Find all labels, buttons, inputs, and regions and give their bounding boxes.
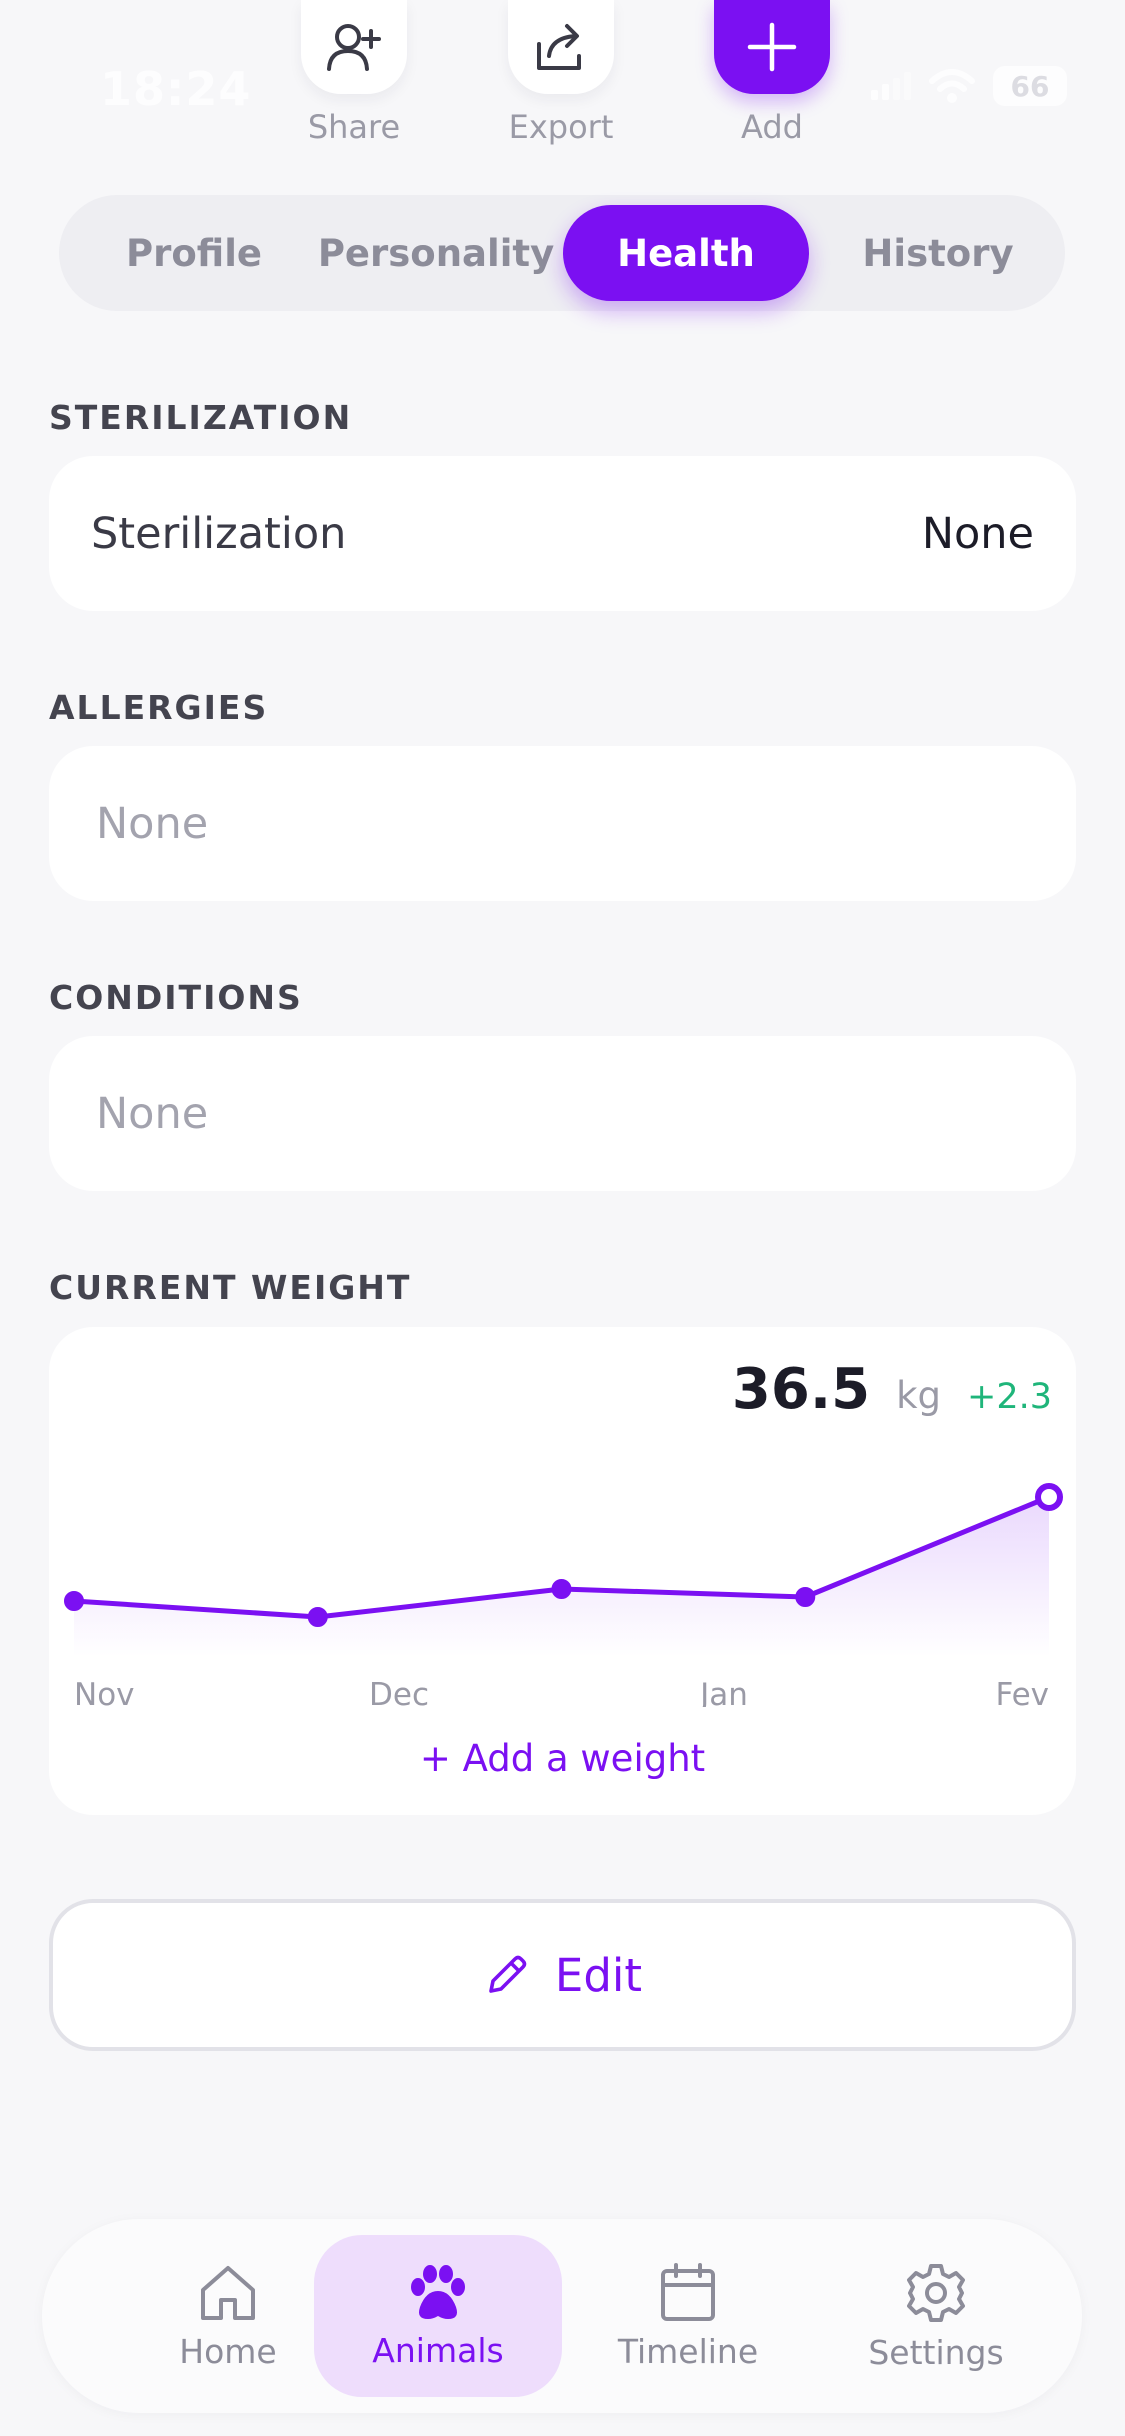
- x-tick-label: Jan: [698, 1677, 748, 1707]
- gear-icon: [907, 2263, 965, 2322]
- export-button[interactable]: [508, 0, 614, 94]
- export-action[interactable]: Export: [481, 0, 641, 150]
- plus-icon: [747, 22, 797, 72]
- nav-settings[interactable]: Settings: [812, 2235, 1060, 2397]
- weight-point: [307, 1607, 328, 1627]
- nav-settings-label: Settings: [868, 2332, 1004, 2372]
- allergies-value: None: [96, 798, 209, 849]
- calendar-icon: [661, 2262, 715, 2321]
- weight-point: [1035, 1483, 1063, 1511]
- weight-value: 36.5: [731, 1357, 871, 1422]
- export-icon: [537, 24, 581, 70]
- share-action[interactable]: Share: [274, 0, 434, 150]
- battery-indicator: 66: [993, 66, 1067, 106]
- weight-change: +2.3: [967, 1377, 1052, 1417]
- weight-point: [64, 1591, 84, 1611]
- nav-animals-label: Animals: [372, 2330, 504, 2370]
- export-label: Export: [508, 108, 614, 146]
- allergies-field[interactable]: None: [49, 746, 1076, 901]
- tab-health[interactable]: Health: [563, 205, 809, 301]
- add-button[interactable]: [714, 0, 830, 94]
- share-label: Share: [307, 108, 401, 146]
- edit-label: Edit: [554, 1948, 643, 2002]
- weight-chart: Nov Dec Jan Fev: [64, 1483, 1063, 1707]
- current-weight-section-title: CURRENT WEIGHT: [49, 1268, 412, 1307]
- weight-readout: 36.5 kg +2.3: [732, 1357, 1052, 1422]
- status-time: 18:24: [100, 62, 252, 116]
- wifi-icon: [929, 69, 975, 103]
- paw-icon: [411, 2264, 465, 2319]
- profile-tabs: Profile Personality Health History: [59, 195, 1065, 311]
- weight-point: [551, 1579, 572, 1599]
- nav-home[interactable]: Home: [104, 2235, 352, 2397]
- status-indicators: 66: [871, 66, 1067, 106]
- x-tick-label: Dec: [369, 1677, 429, 1707]
- x-tick-label: Nov: [74, 1677, 135, 1707]
- weight-unit: kg: [896, 1374, 941, 1417]
- status-bar: 18:24 66: [0, 0, 1125, 150]
- conditions-section-title: CONDITIONS: [49, 978, 303, 1017]
- conditions-value: None: [96, 1088, 209, 1139]
- sterilization-label: Sterilization: [91, 508, 347, 559]
- nav-animals[interactable]: Animals: [314, 2235, 562, 2397]
- signal-icon: [871, 72, 911, 100]
- nav-home-label: Home: [179, 2331, 277, 2371]
- sterilization-section-title: STERILIZATION: [49, 398, 353, 437]
- nav-timeline[interactable]: Timeline: [564, 2235, 812, 2397]
- weight-card: 36.5 kg +2.3 Nov Dec Jan Fev + Add a weight: [49, 1327, 1076, 1815]
- allergies-section-title: ALLERGIES: [49, 688, 269, 727]
- add-person-icon: [327, 24, 381, 71]
- home-icon: [201, 2265, 255, 2320]
- bottom-nav: Home Animals Timeline Settings: [42, 2219, 1082, 2413]
- pencil-icon: [489, 1955, 527, 1993]
- nav-timeline-label: Timeline: [617, 2331, 759, 2371]
- weight-point: [795, 1587, 816, 1607]
- x-tick-label: Fev: [995, 1677, 1049, 1707]
- edit-button[interactable]: Edit: [49, 1899, 1076, 2051]
- tab-history[interactable]: History: [862, 231, 1014, 275]
- add-weight-link[interactable]: + Add a weight: [419, 1737, 706, 1780]
- tab-profile[interactable]: Profile: [126, 231, 262, 275]
- conditions-field[interactable]: None: [49, 1036, 1076, 1191]
- weight-area: [74, 1497, 1049, 1657]
- add-label: Add: [741, 108, 803, 146]
- tab-personality[interactable]: Personality: [317, 231, 555, 275]
- sterilization-row[interactable]: Sterilization None: [49, 456, 1076, 611]
- sterilization-value: None: [921, 508, 1034, 559]
- share-button[interactable]: [301, 0, 407, 94]
- add-action[interactable]: Add: [692, 0, 852, 150]
